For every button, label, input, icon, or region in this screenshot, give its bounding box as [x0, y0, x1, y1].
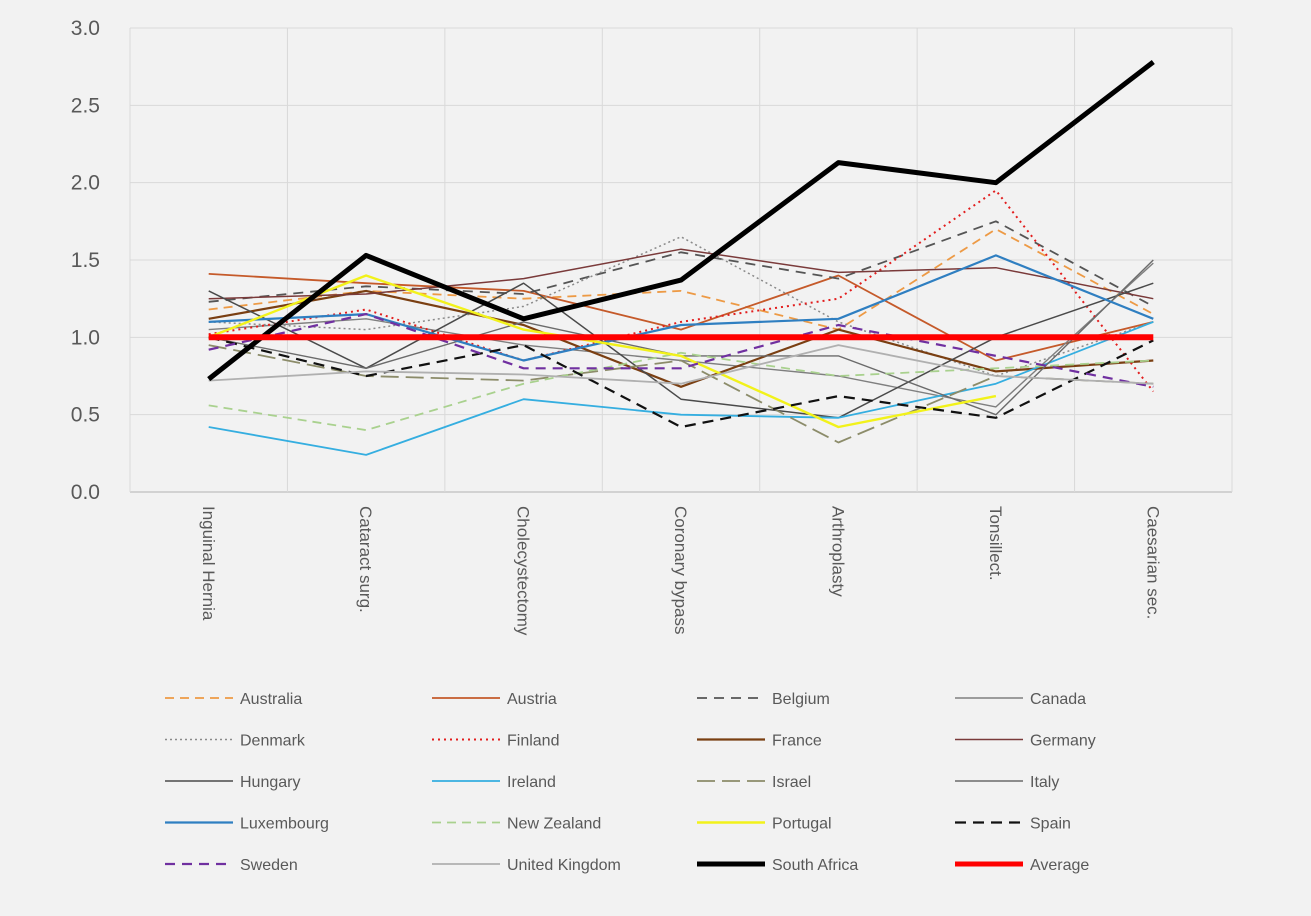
x-category-label: Caesarian sec. [1143, 506, 1162, 619]
legend-item-belgium: Belgium [697, 691, 830, 708]
legend-label: Belgium [772, 691, 830, 708]
legend-label: Ireland [507, 774, 556, 791]
legend-label: Spain [1030, 816, 1071, 833]
series-line-germany [208, 248, 1154, 300]
y-tick-label: 0.5 [71, 404, 100, 427]
legend-label: New Zealand [507, 816, 601, 833]
legend-label: Sweden [240, 857, 298, 874]
x-category-label: Coronary bypass [671, 506, 690, 635]
legend: Australia Austria Belgium Canada Denmark Finl… [165, 691, 1096, 874]
series-line-ireland [208, 321, 1154, 456]
legend-item-portugal: Portugal [697, 816, 832, 833]
legend-label: Portugal [772, 816, 832, 833]
series-line-portugal [208, 274, 997, 429]
legend-item-italy: Italy [955, 774, 1059, 791]
legend-item-germany: Germany [955, 733, 1096, 750]
legend-label: Hungary [240, 774, 300, 791]
x-category-label: Cholecystectomy [514, 506, 533, 636]
series-line-belgium [208, 220, 1154, 308]
x-axis-categories: Inguinal Hernia Cataract surg. Cholecystec… [199, 506, 1163, 636]
series-line-finland [208, 189, 1155, 393]
legend-item-israel: Israel [697, 774, 811, 791]
series-line-austria [208, 273, 1154, 362]
x-category-label: Arthroplasty [828, 506, 847, 597]
legend-label: Canada [1030, 691, 1086, 708]
series-line-south-africa [207, 60, 1155, 382]
legend-item-austria: Austria [432, 691, 557, 708]
legend-item-ireland: Ireland [432, 774, 556, 791]
series-line-new-zealand [208, 351, 1154, 431]
y-tick-label: 1.0 [71, 326, 100, 349]
legend-label: Austria [507, 691, 557, 708]
y-tick-label: 2.0 [71, 172, 100, 195]
legend-item-france: France [697, 733, 822, 750]
legend-label: France [772, 733, 822, 750]
y-tick-label: 1.5 [71, 249, 100, 272]
legend-label: Italy [1030, 774, 1059, 791]
legend-item-australia: Australia [165, 691, 302, 708]
legend-item-denmark: Denmark [165, 733, 306, 750]
legend-item-united-kingdom: United Kingdom [432, 857, 621, 874]
legend-label: Australia [240, 691, 302, 708]
legend-label: Germany [1030, 733, 1096, 750]
series-line-france [208, 289, 1154, 388]
legend-label: Israel [772, 774, 811, 791]
y-tick-label: 0.0 [71, 481, 100, 504]
legend-item-spain: Spain [955, 816, 1071, 833]
series-line-spain [208, 336, 1154, 429]
legend-label: Average [1030, 857, 1089, 874]
legend-label: Denmark [240, 733, 306, 750]
legend-label: United Kingdom [507, 857, 621, 874]
legend-label: Finland [507, 733, 559, 750]
legend-item-south-africa: South Africa [697, 857, 858, 874]
legend-label: Luxembourg [240, 816, 329, 833]
x-category-label: Tonsillect. [986, 506, 1005, 581]
legend-item-finland: Finland [432, 733, 559, 750]
legend-item-hungary: Hungary [165, 774, 300, 791]
x-category-label: Inguinal Hernia [199, 506, 218, 621]
legend-item-average: Average [955, 857, 1089, 874]
y-tick-label: 2.5 [71, 94, 100, 117]
y-tick-label: 3.0 [71, 17, 100, 40]
series-line-united-kingdom [208, 344, 1154, 385]
legend-item-canada: Canada [955, 691, 1086, 708]
legend-item-new-zealand: New Zealand [432, 816, 601, 833]
y-axis-ticks: 0.0 0.5 1.0 1.5 2.0 2.5 3.0 [71, 17, 100, 504]
series-line-sweden [208, 313, 1154, 388]
legend-item-luxembourg: Luxembourg [165, 816, 329, 833]
legend-item-sweden: Sweden [165, 857, 298, 874]
series-lines [207, 60, 1155, 456]
x-category-label: Cataract surg. [356, 506, 375, 613]
legend-label: South Africa [772, 857, 858, 874]
